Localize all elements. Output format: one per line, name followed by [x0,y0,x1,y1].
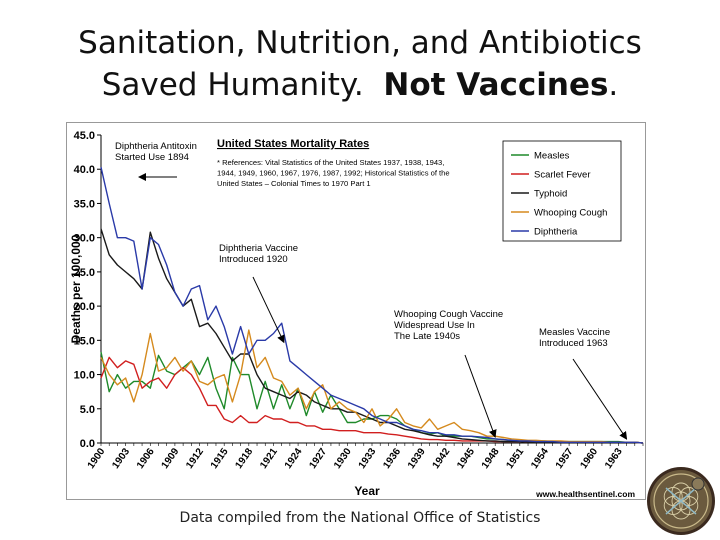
x-tick-label: 1921 [258,446,280,471]
y-axis-title: Deaths per 100,000 [69,234,83,343]
x-tick-label: 1939 [406,446,428,471]
x-tick-label: 1954 [529,446,551,471]
y-tick-label: 45.0 [74,130,95,142]
y-tick-label: 15.0 [74,335,95,347]
x-tick-label: 1927 [307,446,329,471]
annotation-diphtheria-vaccine-arrow [252,276,285,344]
annotation-diphtheria-vaccine-text: Introduced 1920 [219,254,288,265]
x-tick-label: 1909 [160,446,182,471]
y-tick-label: 20.0 [74,301,95,313]
y-tick-label: 35.0 [74,198,95,210]
chart-title: United States Mortality Rates [217,138,369,150]
title-line-2: Saved Humanity. Not Vaccines. [0,64,720,106]
x-tick-label: 1948 [480,446,502,471]
title-end-punct: . [608,67,619,103]
y-tick-label: 25.0 [74,267,95,279]
annotation-measles-vaccine-text: Introduced 1963 [539,338,608,349]
y-tick-label: 5.0 [80,404,95,416]
mortality-chart: 0.0 5.0 10.0 15.0 20.0 25.0 30.0 35.0 40.0 45.0 19… [69,130,644,499]
logo-emblem [647,467,715,535]
chart-frame: 0.0 5.0 10.0 15.0 20.0 25.0 30.0 35.0 40.0 45.0 19… [66,122,646,500]
title-bold-text: Not Vaccines [383,67,609,103]
legend-box [502,140,622,242]
annotation-antitoxin-text: Started Use 1894 [115,152,189,163]
x-tick-label: 1924 [283,446,305,471]
annotation-whooping-vaccine-text: Widespread Use In [394,320,475,331]
x-axis-title: Year [354,484,380,498]
annotation-measles-vaccine-arrow [572,358,628,440]
legend-label: Whooping Cough [534,208,607,219]
x-tick-label: 1942 [431,446,453,471]
x-tick-label: 1945 [455,446,477,471]
x-tick-label: 1918 [234,446,256,471]
y-tick-label: 0.0 [80,438,95,450]
annotation-whooping-vaccine-text: The Late 1940s [394,331,460,342]
source-credit: www.healthsentinel.com [535,489,635,499]
slide-title: Sanitation, Nutrition, and Antibiotics S… [0,22,720,106]
annotation-measles-vaccine-text: Measles Vaccine [539,327,610,338]
x-tick-label: 1957 [554,446,576,471]
x-tick-label: 1906 [135,446,157,471]
x-tick-label: 1936 [381,446,403,471]
annotation-antitoxin-text: Diphtheria Antitoxin [115,141,197,152]
x-tick-label: 1963 [603,446,625,471]
x-tick-label: 1912 [184,446,206,471]
legend-label: Typhoid [534,189,567,200]
reference-note-line: United States – Colonial Times to 1970 P… [217,179,371,188]
legend-label: Scarlet Fever [534,170,591,181]
y-tick-label: 30.0 [74,233,95,245]
annotation-whooping-vaccine-text: Whooping Cough Vaccine [394,309,503,320]
reference-note-line: * References: Vital Statistics of the Un… [217,158,444,167]
annotation-whooping-vaccine-arrow [464,354,497,438]
annotation-diphtheria-vaccine-text: Diphtheria Vaccine [219,243,298,254]
y-tick-label: 40.0 [74,164,95,176]
x-tick-label: 1915 [209,446,231,471]
x-tick-label: 1930 [332,446,354,471]
x-tick-label: 1951 [505,446,527,471]
x-tick-label: 1933 [357,446,379,471]
footer-caption: Data compiled from the National Office o… [179,510,541,526]
y-tick-label: 10.0 [74,370,95,382]
reference-note-line: 1944, 1949, 1960, 1967, 1976, 1987, 1992… [217,169,450,178]
series-line-measles [100,351,644,444]
legend-label: Diphtheria [534,227,578,238]
title-line-2-text: Saved Humanity. [101,67,364,103]
x-tick-label: 1960 [578,446,600,471]
legend-label: Measles [534,151,570,162]
series-line-diphtheria [100,167,644,444]
title-line-1: Sanitation, Nutrition, and Antibiotics [78,25,642,61]
x-tick-label: 1903 [110,446,132,471]
